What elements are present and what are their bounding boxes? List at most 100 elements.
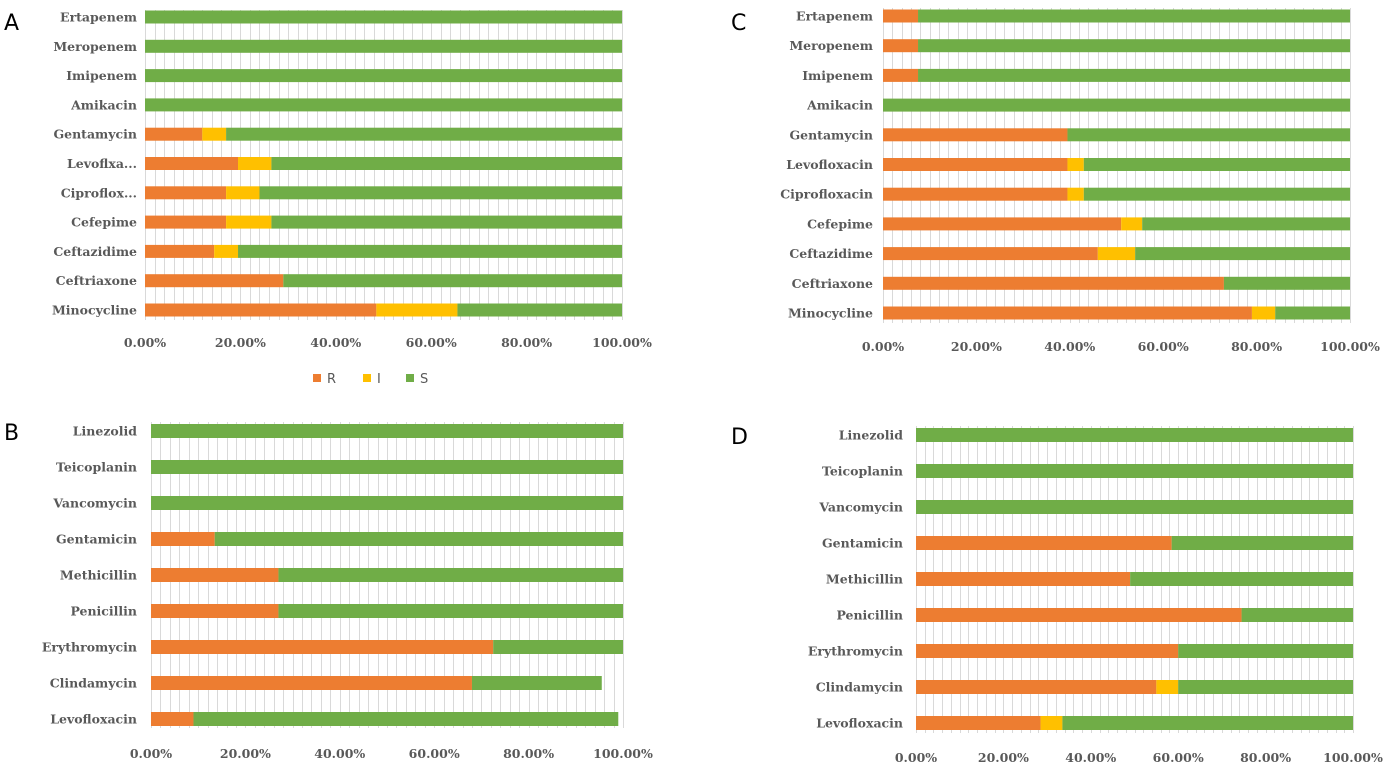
- x-tick-label: 40.00%: [1065, 750, 1116, 765]
- x-tick-label: 20.00%: [220, 746, 271, 761]
- bar-segment-s: [271, 215, 622, 229]
- category-label: Ceftriaxone: [56, 273, 137, 288]
- bar-segment-s: [918, 68, 1350, 82]
- legend-swatch-s: [406, 374, 414, 382]
- bar-segment-s: [259, 186, 622, 200]
- bar-segment-s: [145, 39, 622, 53]
- bar-segment-s: [916, 500, 1353, 514]
- category-label: Ciprofloxacin: [780, 187, 873, 202]
- bar-segment-r: [145, 274, 284, 288]
- x-tick-label: 20.00%: [978, 750, 1029, 765]
- bar-segment-s: [1062, 716, 1353, 730]
- x-tick-label: 80.00%: [1240, 750, 1291, 765]
- category-label: Imipenem: [802, 68, 873, 83]
- bar-segment-s: [1135, 247, 1350, 261]
- legend-swatch-i: [363, 374, 371, 382]
- bar-segment-i: [1067, 158, 1084, 171]
- category-label: Methicillin: [60, 568, 137, 583]
- category-label: Levofloxacin: [816, 716, 903, 731]
- bar-segment-s: [271, 157, 622, 170]
- category-label: Cefepime: [71, 215, 137, 230]
- x-tick-label: 80.00%: [503, 746, 554, 761]
- bar-segment-i: [376, 303, 458, 317]
- category-label: Gentamicin: [56, 532, 137, 547]
- bar-segment-r: [145, 215, 227, 229]
- bar-segment-r: [883, 247, 1098, 261]
- bar-segment-r: [151, 532, 215, 546]
- bar-segment-s: [1241, 608, 1353, 622]
- category-label: Ertapenem: [796, 9, 873, 24]
- bar-segment-r: [916, 680, 1157, 694]
- bar-segment-s: [145, 69, 622, 83]
- bar-segment-i: [1097, 247, 1136, 261]
- bar-segment-s: [1178, 680, 1353, 694]
- bar-segment-s: [883, 98, 1350, 112]
- category-label: Cefepime: [807, 216, 873, 231]
- bar-segment-r: [916, 536, 1172, 550]
- bar-segment-r: [145, 127, 203, 141]
- bar-segment-r: [916, 716, 1041, 730]
- bar-segment-s: [471, 676, 602, 690]
- bar-segment-s: [1171, 536, 1353, 550]
- bar-segment-s: [238, 244, 622, 258]
- bar-segment-i: [1121, 217, 1143, 231]
- bar-segment-r: [883, 9, 919, 23]
- bar-segment-s: [151, 424, 623, 438]
- x-tick-label: 40.00%: [1044, 339, 1095, 354]
- bar-segment-s: [193, 712, 619, 726]
- panel-label: D: [731, 425, 748, 450]
- category-label: Ceftriaxone: [792, 276, 873, 291]
- category-label: Ceftazidime: [789, 246, 873, 261]
- panels: A Ertapenem Meropenem Imipenem Amikacin Genta…: [4, 8, 1383, 765]
- bar-segment-s: [145, 10, 622, 24]
- x-tick-label: 40.00%: [310, 335, 361, 350]
- panel-label: A: [4, 11, 19, 36]
- category-label: Penicillin: [836, 608, 903, 623]
- x-tick-label: 100.00%: [593, 746, 653, 761]
- x-tick-label: 60.00%: [406, 335, 457, 350]
- bar-segment-r: [883, 128, 1068, 142]
- bar-segment-r: [916, 644, 1179, 658]
- bar-segment-r: [883, 306, 1252, 320]
- category-label: Erythromycin: [42, 640, 137, 655]
- bar-segment-r: [145, 186, 227, 200]
- bar-segment-i: [1156, 680, 1179, 694]
- category-label: Levoflxa...: [67, 156, 137, 171]
- bar-segment-s: [916, 428, 1353, 442]
- bar-segment-r: [151, 676, 472, 690]
- bar-segment-i: [226, 186, 260, 200]
- category-label: Levofloxacin: [786, 157, 873, 172]
- bar-segment-r: [916, 572, 1131, 586]
- bar-segment-s: [918, 9, 1350, 23]
- category-label: Gentamycin: [53, 127, 137, 142]
- x-tick-label: 80.00%: [501, 335, 552, 350]
- bar-segment-r: [883, 217, 1122, 231]
- x-tick-label: 0.00%: [130, 746, 172, 761]
- bar-segment-s: [278, 568, 623, 582]
- category-label: Erythromycin: [808, 644, 903, 659]
- bar-segment-r: [151, 568, 279, 582]
- category-label: Amikacin: [806, 98, 873, 113]
- category-label: Clindamycin: [816, 680, 903, 695]
- category-label: Ciproflox...: [61, 185, 137, 200]
- x-tick-label: 40.00%: [314, 746, 365, 761]
- category-label: Gentamicin: [822, 536, 903, 551]
- bar-segment-i: [226, 215, 272, 229]
- bar-segment-r: [883, 158, 1068, 171]
- bar-segment-i: [238, 157, 272, 170]
- bar-segment-s: [1142, 217, 1350, 231]
- category-label: Levofloxacin: [50, 712, 137, 727]
- category-label: Minocycline: [52, 303, 137, 318]
- bar-segment-s: [1083, 158, 1350, 171]
- category-label: Meropenem: [789, 38, 873, 53]
- category-label: Meropenem: [53, 39, 137, 54]
- bar-segment-i: [214, 244, 239, 258]
- bar-segment-r: [151, 712, 194, 726]
- bar-segment-s: [283, 274, 622, 288]
- legend-label: I: [377, 372, 381, 387]
- bar-segment-r: [883, 187, 1068, 201]
- category-label: Linezolid: [839, 428, 904, 443]
- category-label: Amikacin: [70, 97, 137, 112]
